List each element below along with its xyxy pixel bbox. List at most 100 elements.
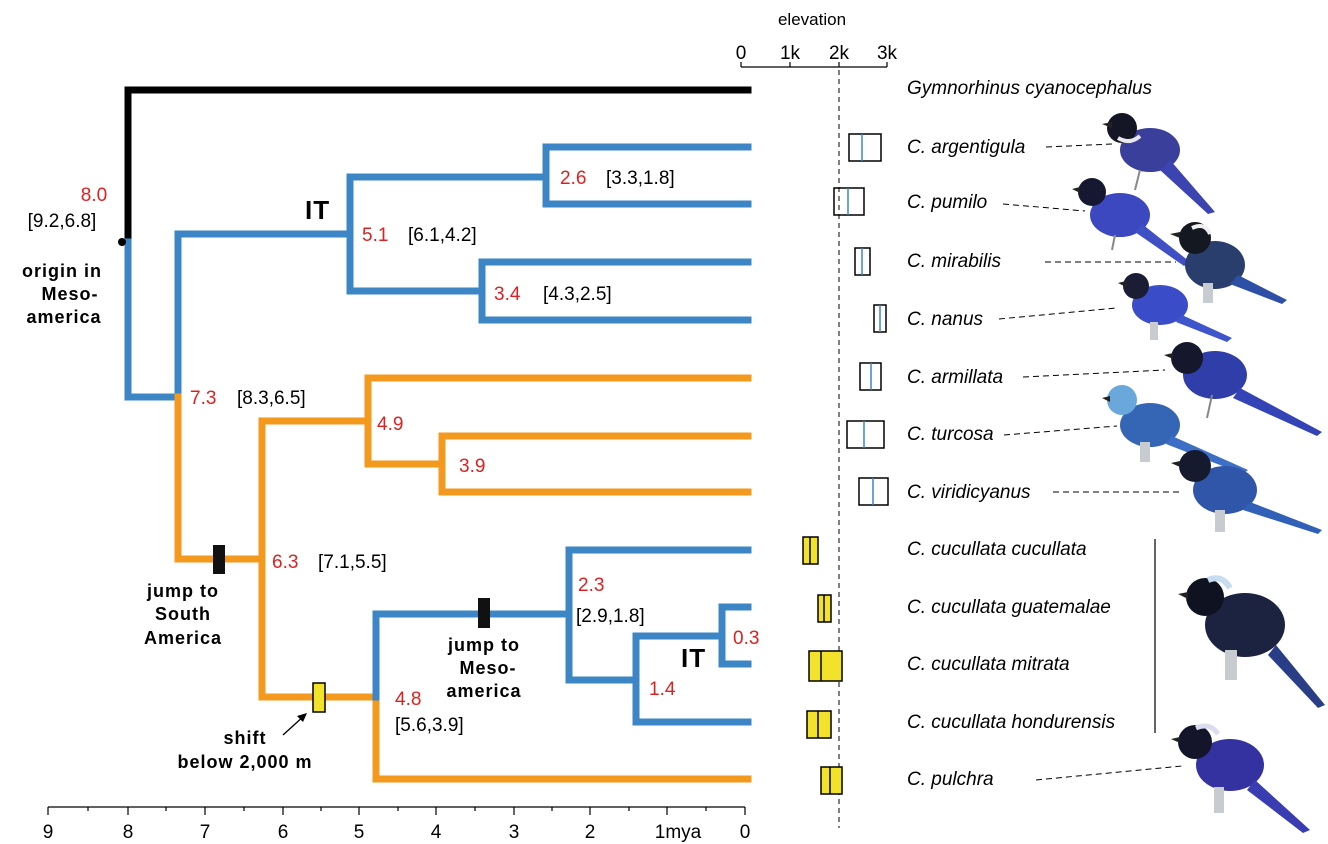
node-age-root: 8.0 [81,185,107,206]
branch-7.3-to-6.3 [174,393,266,563]
branch-1.4-to-0.3 [632,632,726,684]
elevation-tick-2k: 2k [829,43,850,64]
node-age-7.3: 7.3 [190,388,216,409]
elevation-tick-3k: 3k [877,43,898,64]
branch-pumilo [542,173,752,208]
elevation-range-argentigula [848,133,882,162]
elevation-range-turcosa [846,420,885,449]
taxon-turcosa: C. turcosa [907,424,994,445]
branch-nanus [478,287,752,324]
taxon-hondurensis: C. cucullata hondurensis [907,712,1116,733]
node-ci-2.3: [2.9,1.8] [576,606,645,627]
branch-cucullata [565,546,752,618]
taxon-labels: Gymnorhinus cyanocephalus C. argentigula… [907,78,1153,790]
leader-lines [998,143,1183,781]
node-age-4.9: 4.9 [377,414,403,435]
branch-to-2.6 [346,143,752,181]
bird-pulchra-icon [1171,723,1310,833]
bird-cucullata-icon [1178,575,1325,708]
node-ci-2.6: [3.3,1.8] [606,168,675,189]
branch-turcosa [438,432,752,468]
branch-pulchra [372,693,752,783]
node-age-0.3: 0.3 [733,628,759,649]
elevation-tick-1k: 1k [780,43,801,64]
taxon-guatemalae: C. cucullata guatemalae [907,597,1111,618]
branch-mitrata [718,632,752,668]
shift-marker [312,682,326,713]
node-labels: 8.0 [9.2,6.8] 7.3 [8.3,6.5] 6.3 [7.1,5.5… [28,168,760,736]
branch-hondurensis [632,676,752,726]
node-ci-5.1: [6.1,4.2] [408,225,477,246]
node-age-4.8: 4.8 [395,689,421,710]
bird-pumilo-icon [1072,178,1190,266]
elevation-tick-0: 0 [736,43,747,64]
time-tick-3: 3 [509,822,520,843]
it-label-upper: IT [305,195,330,225]
node-ci-3.4: [4.3,2.5] [543,284,612,305]
branch-armillata [364,374,752,425]
branch-4.9-to-3.9 [364,417,446,468]
jump-south-line2: South [155,604,211,624]
taxon-pumilo: C. pumilo [907,192,987,213]
branch-root-to-7.3 [124,238,182,401]
phylogenetic-tree [124,86,752,783]
time-tick-7: 7 [200,822,211,843]
elevation-range-pumilo [833,187,865,216]
branch-6.3-to-4.8 [258,555,380,701]
branch-4.8-to-2.3 [372,610,573,701]
time-tick-1mya: 1mya [655,822,702,843]
node-age-5.1: 5.1 [362,225,388,246]
node-age-1.4: 1.4 [649,679,676,700]
bird-argentigula-icon [1102,113,1215,214]
taxon-viridicyanus: C. viridicyanus [907,482,1031,503]
time-tick-5: 5 [354,822,365,843]
origin-note-line1: origin in [22,261,102,281]
branch-to-3.4 [346,258,752,295]
elevation-ranges [833,133,889,506]
taxon-cucullata: C. cucullata cucullata [907,539,1087,560]
node-age-3.4: 3.4 [494,284,521,305]
elevation-range-mitrata [808,650,843,682]
node-ci-root: [9.2,6.8] [28,211,97,232]
root-node-dot [118,238,126,246]
bird-viridicyanus-icon [1171,450,1322,534]
jump-meso-line3: america [446,681,521,701]
taxon-gymnorhinus: Gymnorhinus cyanocephalus [907,78,1153,99]
bird-illustrations [1072,113,1325,833]
branch-gymnorhinus [124,86,752,246]
node-ci-7.3: [8.3,6.5] [237,388,306,409]
time-tick-6: 6 [278,822,289,843]
taxon-armillata: C. armillata [907,367,1003,388]
node-age-6.3: 6.3 [272,552,298,573]
elevation-range-pulchra [820,766,843,795]
bird-nanus-icon [1118,273,1232,342]
jump-south-line1: jump to [146,581,219,601]
jump-meso-marker [478,598,490,628]
taxon-pulchra: C. pulchra [907,769,994,790]
bird-armillata-icon [1164,342,1322,436]
bird-mirabilis-icon [1170,222,1287,304]
jump-south-line3: America [144,628,222,648]
time-tick-9: 9 [43,822,54,843]
bird-turcosa-icon [1102,385,1248,474]
branch-viridicyanus [438,460,752,496]
elevation-axis-title: elevation [778,10,846,29]
annotations: origin in Meso- america jump to South Am… [22,261,521,772]
node-ci-4.8: [5.6,3.9] [395,715,464,736]
branch-2.3-to-1.4 [565,610,640,684]
time-tick-4: 4 [431,822,442,843]
node-ci-6.3: [7.1,5.5] [318,552,387,573]
taxon-mitrata: C. cucullata mitrata [907,654,1070,675]
jump-meso-line1: jump to [447,635,520,655]
lowland-elevation-ranges [802,536,843,795]
origin-note-line3: america [26,307,101,327]
time-axis: 9 8 7 6 5 4 3 2 1mya 0 [43,806,751,843]
branch-guatemalae [718,603,752,640]
node-age-2.3: 2.3 [578,575,604,596]
time-tick-0: 0 [740,822,751,843]
branch-7.3-to-5.1 [174,230,354,401]
shift-line1: shift [224,728,267,748]
shift-line2: below 2,000 m [177,752,312,772]
time-tick-2: 2 [585,822,596,843]
